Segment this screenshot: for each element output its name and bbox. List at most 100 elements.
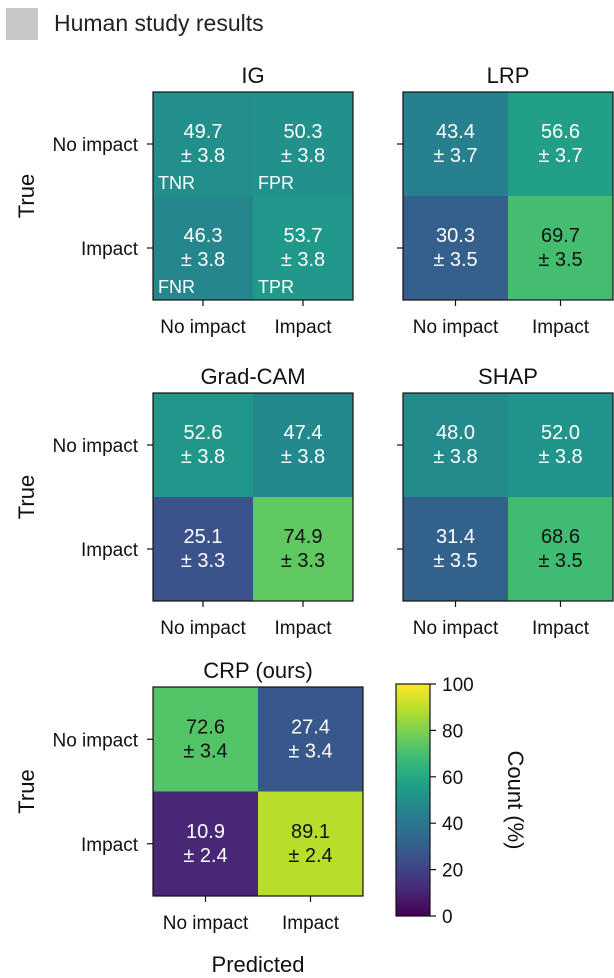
cell-error-label: ± 3.3: [281, 550, 325, 572]
cell-error-label: ± 3.3: [181, 550, 225, 572]
cell-value-label: 10.9: [186, 821, 225, 843]
cell-error-label: ± 3.7: [538, 145, 582, 167]
cell-error-label: ± 3.5: [538, 550, 582, 572]
cell-error-label: ± 3.8: [433, 446, 477, 468]
colorbar-tick-label: 0: [442, 907, 453, 928]
cell-value-label: 25.1: [184, 526, 223, 548]
figure-title: Human study results: [54, 10, 264, 36]
heatmap-cell: [153, 687, 259, 792]
cell-value-label: 52.6: [184, 422, 223, 444]
colorbar-tick-label: 40: [442, 814, 463, 835]
heatmap-cell: [403, 196, 509, 301]
panel-frame: [152, 686, 364, 897]
y-axis-label: True: [14, 769, 39, 813]
y-tick-label: No impact: [52, 436, 138, 457]
panel-title: CRP (ours): [203, 658, 313, 683]
x-tick-label: Impact: [532, 317, 590, 338]
heatmap-cell: [508, 196, 614, 301]
cell-error-label: ± 3.8: [281, 249, 325, 271]
x-tick-label: Impact: [274, 317, 332, 338]
x-tick-label: No impact: [413, 618, 499, 639]
panel-frame: [152, 392, 354, 602]
heatmap-cell: [403, 497, 509, 602]
cell-value-label: 72.6: [186, 716, 225, 738]
colorbar-tick-label: 80: [442, 721, 463, 742]
panel-title: IG: [241, 63, 264, 88]
heatmap-cell: [508, 92, 614, 197]
cell-rate-tag: TNR: [158, 173, 195, 193]
y-tick-label: No impact: [52, 135, 138, 156]
header-swatch-icon: [6, 8, 38, 40]
cell-value-label: 47.4: [284, 422, 323, 444]
colorbar-tick-label: 60: [442, 768, 463, 789]
x-tick-label: No impact: [413, 317, 499, 338]
cell-value-label: 43.4: [436, 121, 475, 143]
y-tick-label: Impact: [81, 239, 139, 260]
y-tick-label: No impact: [52, 730, 138, 751]
cell-value-label: 89.1: [291, 821, 330, 843]
cell-error-label: ± 3.5: [433, 249, 477, 271]
heatmap-cell: [508, 393, 614, 498]
heatmap-cell: [253, 393, 354, 498]
cell-error-label: ± 3.5: [433, 550, 477, 572]
colorbar-tick-label: 20: [442, 861, 463, 882]
heatmap-cell: [403, 393, 509, 498]
heatmap-cell: [253, 497, 354, 602]
x-tick-label: No impact: [163, 913, 249, 934]
cell-value-label: 49.7: [184, 121, 223, 143]
heatmap-cell: [153, 393, 254, 498]
y-axis-label: True: [14, 475, 39, 519]
heatmap-cell: [153, 196, 254, 301]
x-tick-label: Impact: [274, 618, 332, 639]
cell-value-label: 53.7: [284, 225, 323, 247]
cell-error-label: ± 3.4: [288, 740, 332, 762]
panel-title: SHAP: [478, 364, 538, 389]
cell-error-label: ± 2.4: [288, 845, 332, 867]
cell-rate-tag: FPR: [258, 173, 294, 193]
cell-error-label: ± 3.8: [538, 446, 582, 468]
heatmap-cell: [153, 791, 259, 897]
colorbar-label: Count (%): [503, 750, 528, 849]
heatmap-cell: [258, 687, 364, 792]
cell-value-label: 69.7: [541, 225, 580, 247]
cell-error-label: ± 3.7: [433, 145, 477, 167]
cell-rate-tag: TPR: [258, 277, 294, 297]
heatmap-cell: [508, 497, 614, 602]
cell-value-label: 50.3: [284, 121, 323, 143]
heatmap-cell: [153, 92, 254, 197]
x-axis-label: Predicted: [212, 952, 305, 977]
cell-value-label: 52.0: [541, 422, 580, 444]
heatmap-cell: [153, 497, 254, 602]
y-axis-label: True: [14, 174, 39, 218]
x-tick-label: No impact: [160, 618, 246, 639]
panel-frame: [402, 392, 614, 602]
panel-title: Grad-CAM: [200, 364, 305, 389]
cell-error-label: ± 3.8: [181, 446, 225, 468]
colorbar: [395, 683, 431, 917]
y-tick-label: Impact: [81, 835, 139, 856]
cell-value-label: 30.3: [436, 225, 475, 247]
cell-error-label: ± 3.8: [281, 446, 325, 468]
cell-error-label: ± 3.8: [181, 145, 225, 167]
panel-frame: [152, 91, 354, 301]
cell-rate-tag: FNR: [158, 277, 195, 297]
cell-value-label: 48.0: [436, 422, 475, 444]
panel-title: LRP: [487, 63, 530, 88]
cell-value-label: 68.6: [541, 526, 580, 548]
panel-frame: [402, 91, 614, 301]
heatmap-cell: [253, 196, 354, 301]
y-tick-label: Impact: [81, 540, 139, 561]
figure-header: Human study results: [6, 8, 606, 42]
heatmap-cell: [253, 92, 354, 197]
cell-value-label: 46.3: [184, 225, 223, 247]
cell-error-label: ± 3.4: [183, 740, 227, 762]
cell-value-label: 74.9: [284, 526, 323, 548]
cell-error-label: ± 3.8: [281, 145, 325, 167]
x-tick-label: Impact: [532, 618, 590, 639]
cell-error-label: ± 3.8: [181, 249, 225, 271]
